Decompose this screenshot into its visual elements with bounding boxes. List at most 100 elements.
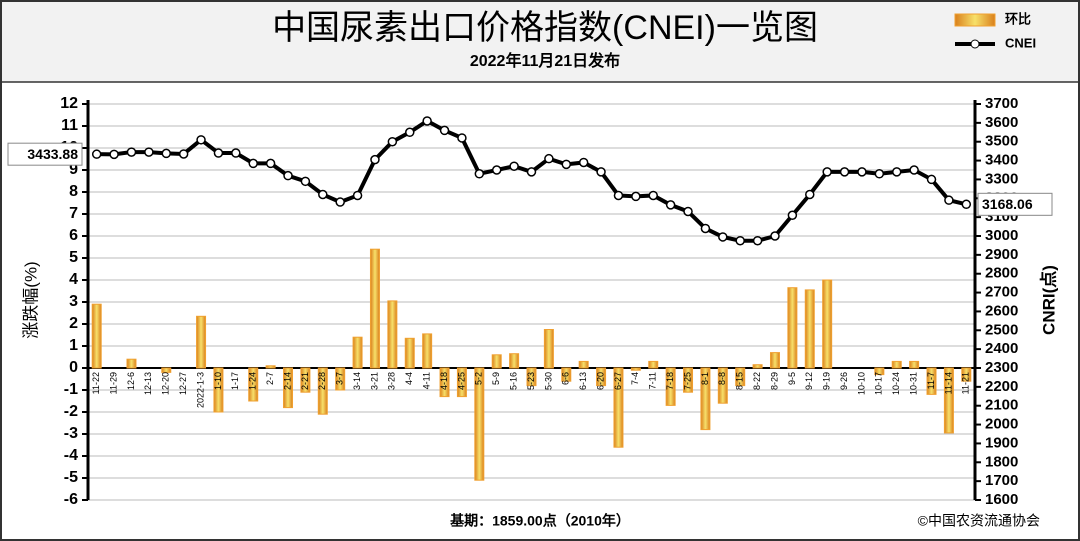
y-tick-label: -2	[64, 403, 78, 420]
line-marker	[805, 189, 815, 200]
y2-tick-label: 2900	[985, 246, 1018, 263]
bar	[752, 364, 763, 369]
x-tick-label: 6-13	[578, 372, 588, 390]
bar	[491, 354, 502, 369]
y2-tick-label: 2100	[985, 397, 1018, 414]
chart-subtitle: 2022年11月21日发布	[470, 51, 620, 70]
line-marker	[335, 197, 345, 207]
line-marker	[961, 199, 972, 210]
x-tick-label: 11-29	[108, 372, 118, 394]
line-marker	[91, 149, 102, 159]
x-tick-label: 8-22	[752, 372, 762, 390]
line-marker	[265, 158, 276, 169]
x-tick-label: 12-13	[143, 372, 153, 395]
x-tick-label: 7-4	[630, 372, 640, 385]
y2-tick-label: 2500	[985, 321, 1018, 338]
x-tick-label: 5-23	[526, 372, 536, 390]
bar	[665, 367, 676, 406]
x-tick-label: 11-7	[926, 372, 936, 389]
x-tick-label: 2-21	[300, 372, 310, 390]
line-marker	[144, 147, 154, 157]
bar	[804, 289, 815, 369]
y2-tick-label: 3400	[985, 152, 1018, 169]
line-marker	[213, 148, 224, 158]
line-marker	[683, 206, 693, 217]
y2-tick-label: 1800	[985, 453, 1018, 470]
x-tick-label: 9-12	[804, 372, 814, 390]
x-tick-label: 2-14	[282, 372, 292, 390]
x-tick-label: 3-28	[387, 372, 397, 390]
line-marker	[700, 223, 711, 234]
bar	[196, 315, 207, 369]
line-marker	[370, 154, 380, 165]
y2-tick-label: 1600	[985, 491, 1018, 508]
x-tick-label: 5-30	[543, 372, 553, 390]
bar	[630, 367, 641, 371]
y-tick-label: 0	[69, 359, 78, 376]
x-tick-label: 9-5	[787, 372, 797, 385]
x-tick-label: 8-8	[717, 372, 727, 385]
header-bg	[2, 2, 1078, 82]
line-marker	[578, 157, 589, 168]
bar	[317, 367, 328, 415]
y-tick-label: -3	[64, 425, 78, 442]
y-tick-label: -4	[64, 447, 78, 464]
x-tick-label: 4-11	[422, 372, 432, 389]
x-tick-label: 11-21	[961, 372, 971, 394]
source: ©中国农资流通协会	[918, 513, 1040, 529]
x-tick-label: 6-20	[595, 372, 605, 390]
line-marker	[318, 189, 328, 200]
line-marker	[457, 133, 467, 143]
bar	[526, 367, 537, 387]
line-marker	[300, 176, 311, 187]
bar	[596, 367, 607, 387]
legend-label: CNEI	[1005, 35, 1036, 50]
x-tick-label: 8-1	[700, 372, 710, 385]
bar	[300, 367, 311, 393]
line-marker	[161, 148, 172, 159]
x-tick-label: 5-2	[474, 372, 484, 385]
legend-marker	[970, 39, 980, 49]
x-tick-label: 4-4	[404, 372, 414, 385]
line-marker	[665, 200, 676, 210]
line-marker	[491, 165, 502, 175]
y-tick-label: 11	[61, 117, 78, 134]
end-label-box	[7, 142, 83, 166]
y2-tick-label: 2600	[985, 302, 1018, 319]
x-tick-label: 3-7	[335, 372, 345, 385]
y2-tick-label: 2200	[985, 378, 1018, 395]
x-tick-label: 3-14	[352, 372, 362, 390]
y-tick-label: 8	[69, 183, 78, 200]
line-marker	[909, 165, 919, 175]
end-label: 3433.88	[27, 146, 78, 162]
x-tick-label: 8-29	[769, 372, 779, 390]
bar	[926, 367, 937, 395]
bar	[335, 367, 346, 391]
line-marker	[422, 116, 432, 126]
bar	[561, 367, 572, 382]
x-tick-label: 1-17	[230, 372, 240, 390]
bar	[613, 367, 624, 448]
bar	[648, 360, 659, 369]
bar	[543, 329, 554, 369]
line-marker	[526, 167, 537, 177]
y-axis-label: 涨跌幅(%)	[21, 261, 40, 338]
bar	[474, 367, 485, 481]
line-marker	[857, 167, 867, 177]
bar	[439, 367, 450, 398]
x-tick-label: 6-27	[613, 372, 623, 390]
bar	[422, 333, 433, 369]
end-label-box	[977, 192, 1053, 216]
y2-tick-label: 2300	[985, 359, 1018, 376]
bar	[248, 367, 259, 402]
x-tick-label: 7-11	[648, 372, 658, 389]
x-tick-label: 1-24	[248, 372, 258, 390]
end-label: 3168.06	[982, 196, 1033, 212]
x-tick-label: 12-20	[161, 372, 171, 395]
x-tick-label: 1-10	[213, 372, 223, 390]
y2-tick-label: 1700	[985, 472, 1018, 489]
line-marker	[509, 161, 519, 171]
bar	[126, 358, 137, 369]
